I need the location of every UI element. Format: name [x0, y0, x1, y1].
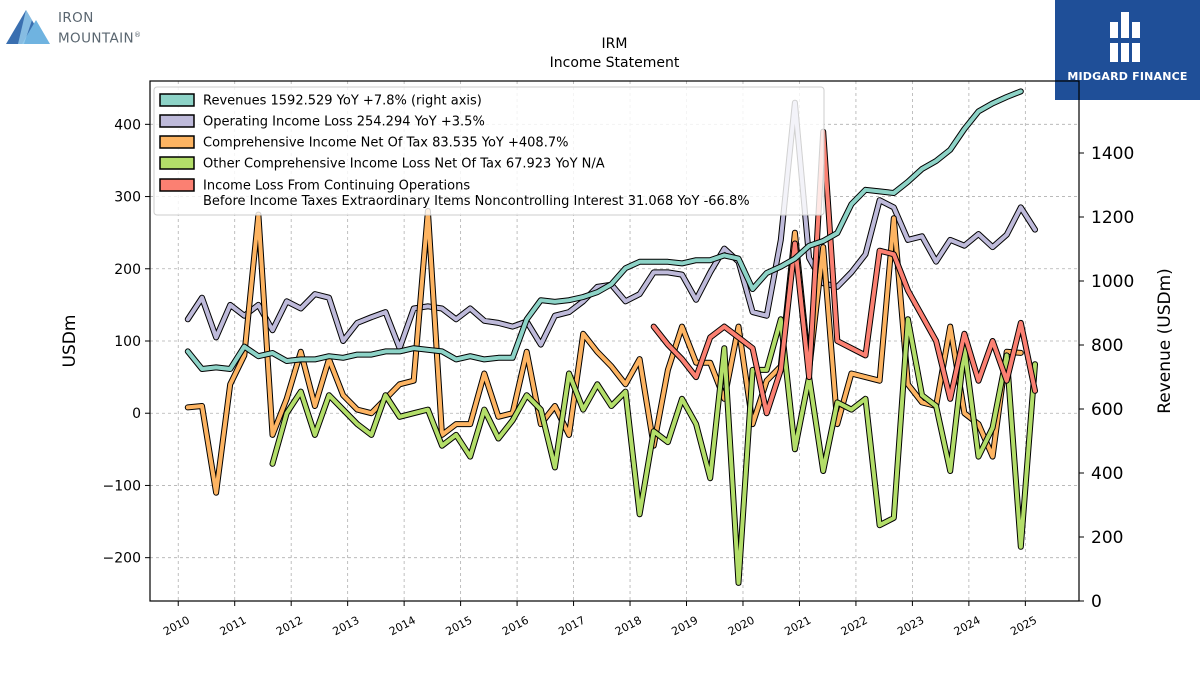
y-right-tick-label: 400: [1091, 464, 1123, 484]
series-line: [185, 89, 1023, 371]
y-right-tick-label: 0: [1091, 592, 1102, 612]
x-tick-label: 2017: [557, 614, 588, 639]
legend-entry: Comprehensive Income Net Of Tax 83.535 Y…: [203, 136, 568, 151]
logo-line-2: MOUNTAIN: [58, 30, 134, 47]
x-tick-label: 2018: [613, 614, 644, 639]
y-left-tick-label: −100: [103, 478, 141, 494]
y-left-tick-label: −200: [103, 551, 141, 567]
y-left-tick-label: 0: [132, 406, 141, 422]
x-tick-label: 2020: [726, 614, 757, 639]
legend-swatch: [159, 93, 195, 107]
y-right-tick-label: 1400: [1091, 144, 1134, 164]
x-tick-label: 2011: [218, 614, 249, 639]
registered-mark: ®: [133, 31, 142, 39]
y-right-tick-label: 200: [1091, 528, 1123, 548]
legend-entry: Other Comprehensive Income Loss Net Of T…: [203, 157, 605, 172]
legend-swatch: [159, 156, 195, 170]
x-tick-label: 2012: [274, 614, 305, 639]
x-tick-label: 2022: [839, 614, 870, 639]
y-right-tick-label: 800: [1091, 336, 1123, 356]
series-4: [650, 128, 1038, 417]
x-tick-label: 2019: [669, 614, 700, 639]
series-2: [184, 208, 1024, 496]
midgard-finance-name: MIDGARD FINANCE: [1067, 70, 1188, 83]
x-tick-label: 2014: [387, 614, 418, 639]
midgard-finance-logo: MIDGARD FINANCE: [1055, 0, 1200, 100]
x-tick-label: 2013: [331, 614, 362, 639]
series-line-outline: [269, 316, 1038, 586]
y-left-tick-label: 400: [114, 117, 141, 133]
mountain-logo-icon: [6, 10, 50, 44]
iron-mountain-logo: IRON MOUNTAIN®: [4, 4, 174, 48]
legend-entry-line-2: Before Income Taxes Extraordinary Items …: [203, 194, 750, 209]
legend-swatch: [159, 114, 195, 128]
axes: 2010 2011 2012 2013 2014 2015 2016 2017 2018 2019…: [103, 117, 1135, 638]
series-line: [185, 209, 1023, 495]
y-axis-right-label: Revenue (USDm): [1155, 268, 1175, 414]
legend-entry: Revenues 1592.529 YoY +7.8% (right axis): [203, 94, 482, 109]
midgard-emblem-icon: [1110, 12, 1140, 62]
legend-entry: Operating Income Loss 254.294 YoY +3.5%: [203, 115, 485, 130]
x-tick-label: 2015: [444, 614, 475, 639]
x-tick-label: 2023: [895, 614, 926, 639]
series-line: [651, 129, 1037, 416]
legend: Revenues 1592.529 YoY +7.8% (right axis)…: [153, 86, 825, 216]
x-tick-label: 2016: [500, 614, 531, 639]
series-lines: [184, 88, 1038, 586]
x-tick-label: 2021: [782, 614, 813, 639]
legend-entry: Income Loss From Continuing Operations: [203, 179, 470, 194]
y-left-tick-label: 200: [114, 262, 141, 278]
legend-box: [153, 86, 825, 216]
series-0: [184, 88, 1024, 372]
iron-mountain-wordmark: IRON MOUNTAIN®: [58, 10, 141, 48]
x-tick-label: 2024: [952, 614, 983, 639]
legend-swatch: [159, 135, 195, 149]
chart-title: IRM: [602, 36, 628, 52]
series-3: [269, 316, 1038, 586]
y-axis-left-label: USDm: [60, 315, 80, 368]
logo-line-1: IRON: [58, 10, 94, 26]
y-right-tick-label: 600: [1091, 400, 1123, 420]
y-left-tick-label: 100: [114, 334, 141, 350]
y-right-tick-label: 1200: [1091, 208, 1134, 228]
x-tick-label: 2010: [161, 614, 192, 639]
x-tick-label: 2025: [1008, 614, 1039, 639]
chart-subtitle: Income Statement: [550, 55, 680, 71]
y-right-tick-label: 1000: [1091, 272, 1134, 292]
series-line: [270, 317, 1037, 585]
y-left-tick-label: 300: [114, 190, 141, 206]
legend-swatch: [159, 178, 195, 192]
